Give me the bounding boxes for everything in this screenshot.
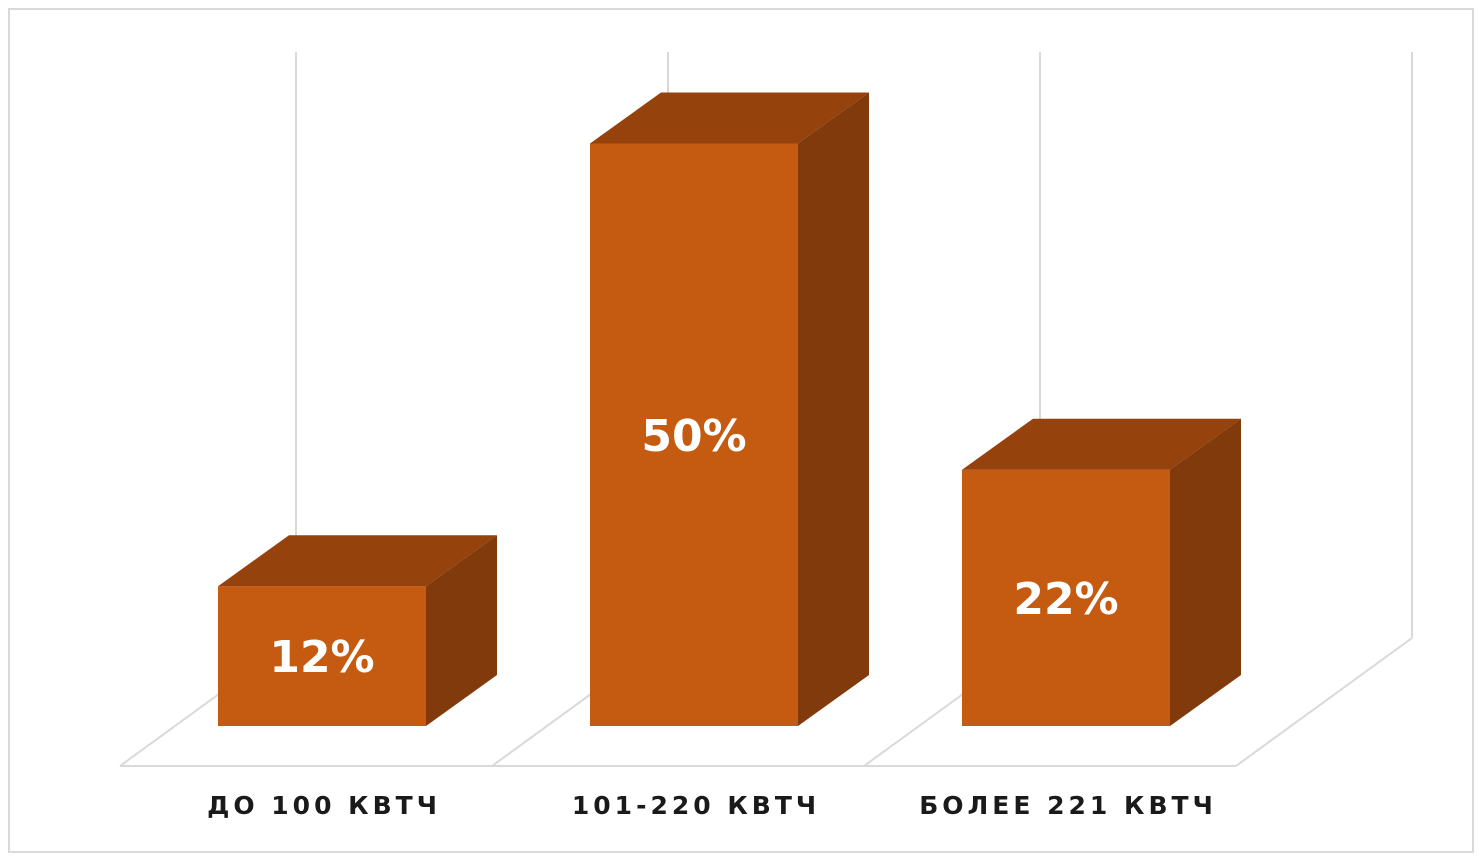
floor-divider-line [1235, 637, 1413, 767]
bar-front-face [590, 143, 798, 726]
bar-top-face [590, 92, 869, 144]
bar-value-label: 22% [1013, 574, 1118, 625]
category-label: ДО 100 КВТЧ [207, 791, 441, 820]
bar-value-label: 12% [269, 632, 374, 683]
bar [590, 92, 869, 726]
chart-bars [218, 92, 1241, 726]
category-label: 101-220 КВТЧ [572, 791, 820, 820]
bar-side-face [426, 535, 497, 726]
bar-front-face [962, 469, 1170, 726]
bar [218, 535, 497, 726]
bar-top-face [962, 418, 1241, 470]
bar-value-label: 50% [641, 411, 746, 462]
bar-front-face [218, 586, 426, 726]
chart-labels: 12% 50% 22% ДО 100 КВТЧ 101-220 КВТЧ БОЛЕЕ 22… [207, 411, 1217, 820]
bar-side-face [798, 92, 869, 726]
bar [962, 418, 1241, 726]
bar-top-face [218, 535, 497, 587]
category-label: БОЛЕЕ 221 КВТЧ [919, 791, 1217, 820]
bar-side-face [1170, 418, 1241, 726]
